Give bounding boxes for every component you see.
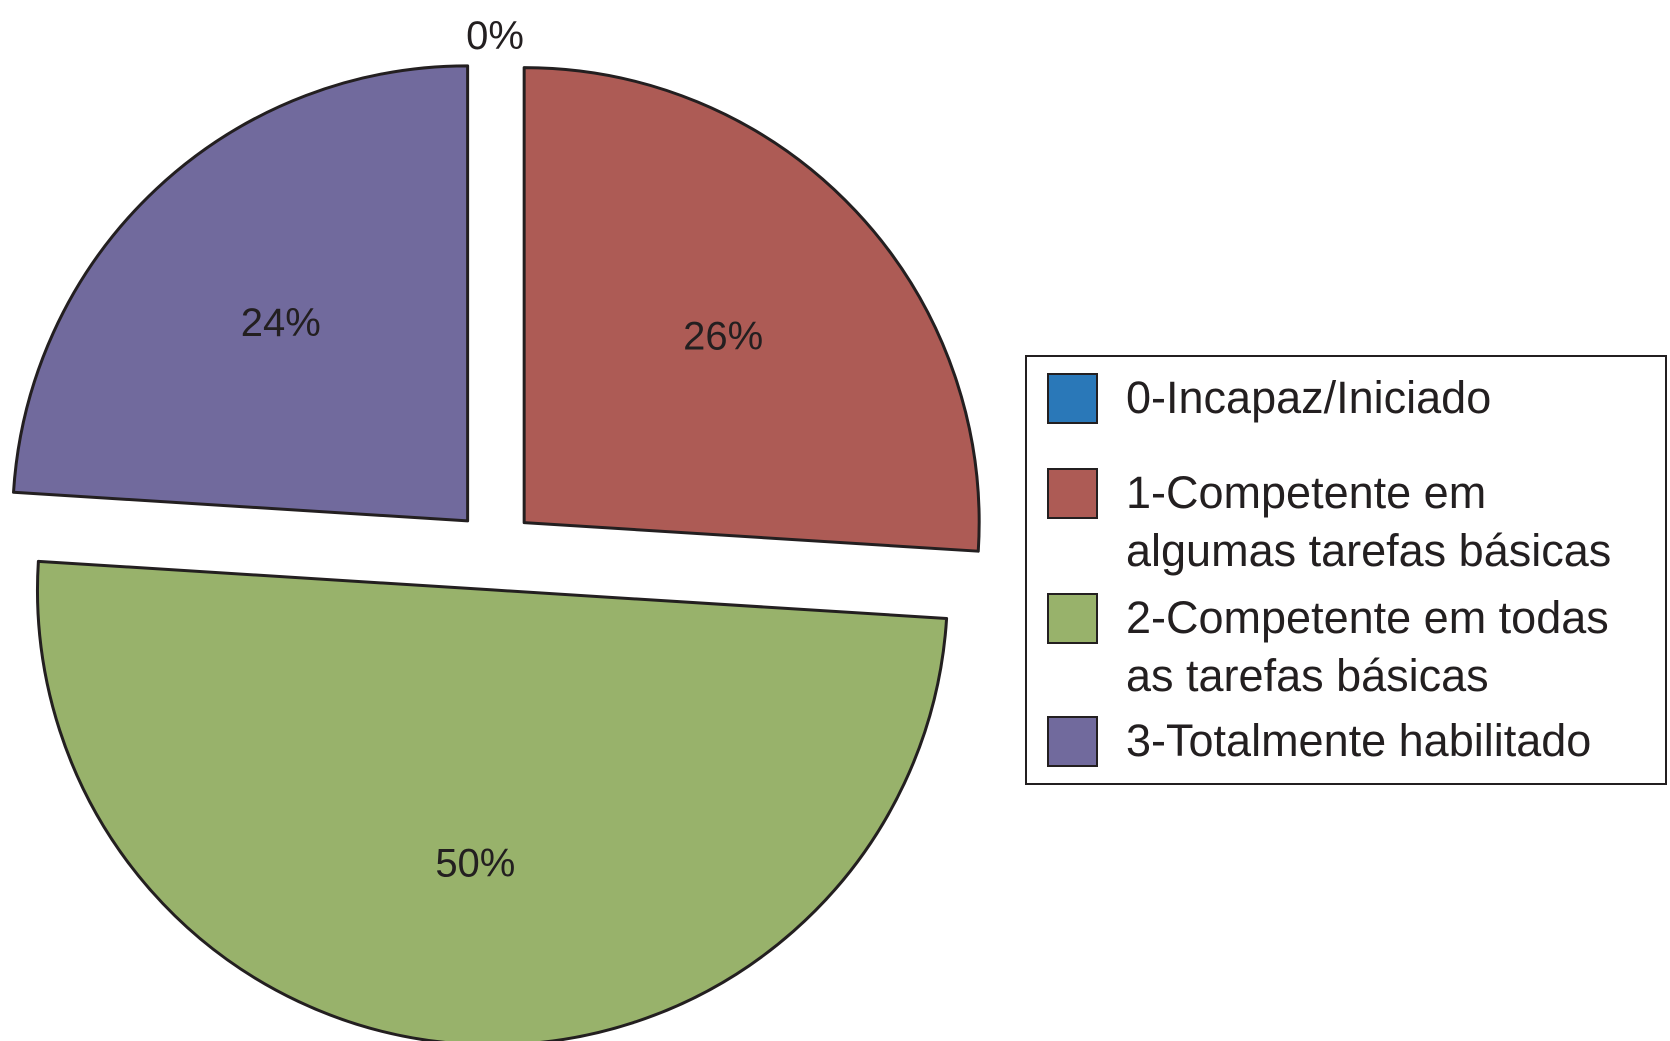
- legend-item-0: 0-Incapaz/Iniciado: [1047, 369, 1666, 427]
- legend-item-3: 3-Totalmente habilitado: [1047, 712, 1666, 770]
- data-label-1: 26%: [683, 315, 763, 359]
- pie-slice-2: [36, 559, 949, 1041]
- legend-label-0: 0-Incapaz/Iniciado: [1126, 372, 1492, 423]
- legend-item-2: 2-Competente em todas as tarefas básicas: [1047, 589, 1666, 705]
- data-label-0: 0%: [466, 14, 524, 58]
- legend-swatch-1: [1047, 468, 1098, 519]
- legend-swatch-2: [1047, 593, 1098, 644]
- data-label-2: 50%: [435, 841, 515, 885]
- data-label-3: 24%: [241, 301, 321, 345]
- legend: 0-Incapaz/Iniciado 1-Competente em algum…: [1025, 355, 1667, 785]
- legend-label-1: 1-Competente em algumas tarefas básicas: [1126, 467, 1612, 576]
- legend-label-2: 2-Competente em todas as tarefas básicas: [1126, 592, 1609, 701]
- pie-slice-3: [12, 64, 470, 523]
- pie-slice-1: [522, 66, 981, 553]
- legend-swatch-0: [1047, 373, 1098, 424]
- legend-item-1: 1-Competente em algumas tarefas básicas: [1047, 464, 1666, 580]
- legend-label-3: 3-Totalmente habilitado: [1126, 715, 1592, 766]
- legend-swatch-3: [1047, 716, 1098, 767]
